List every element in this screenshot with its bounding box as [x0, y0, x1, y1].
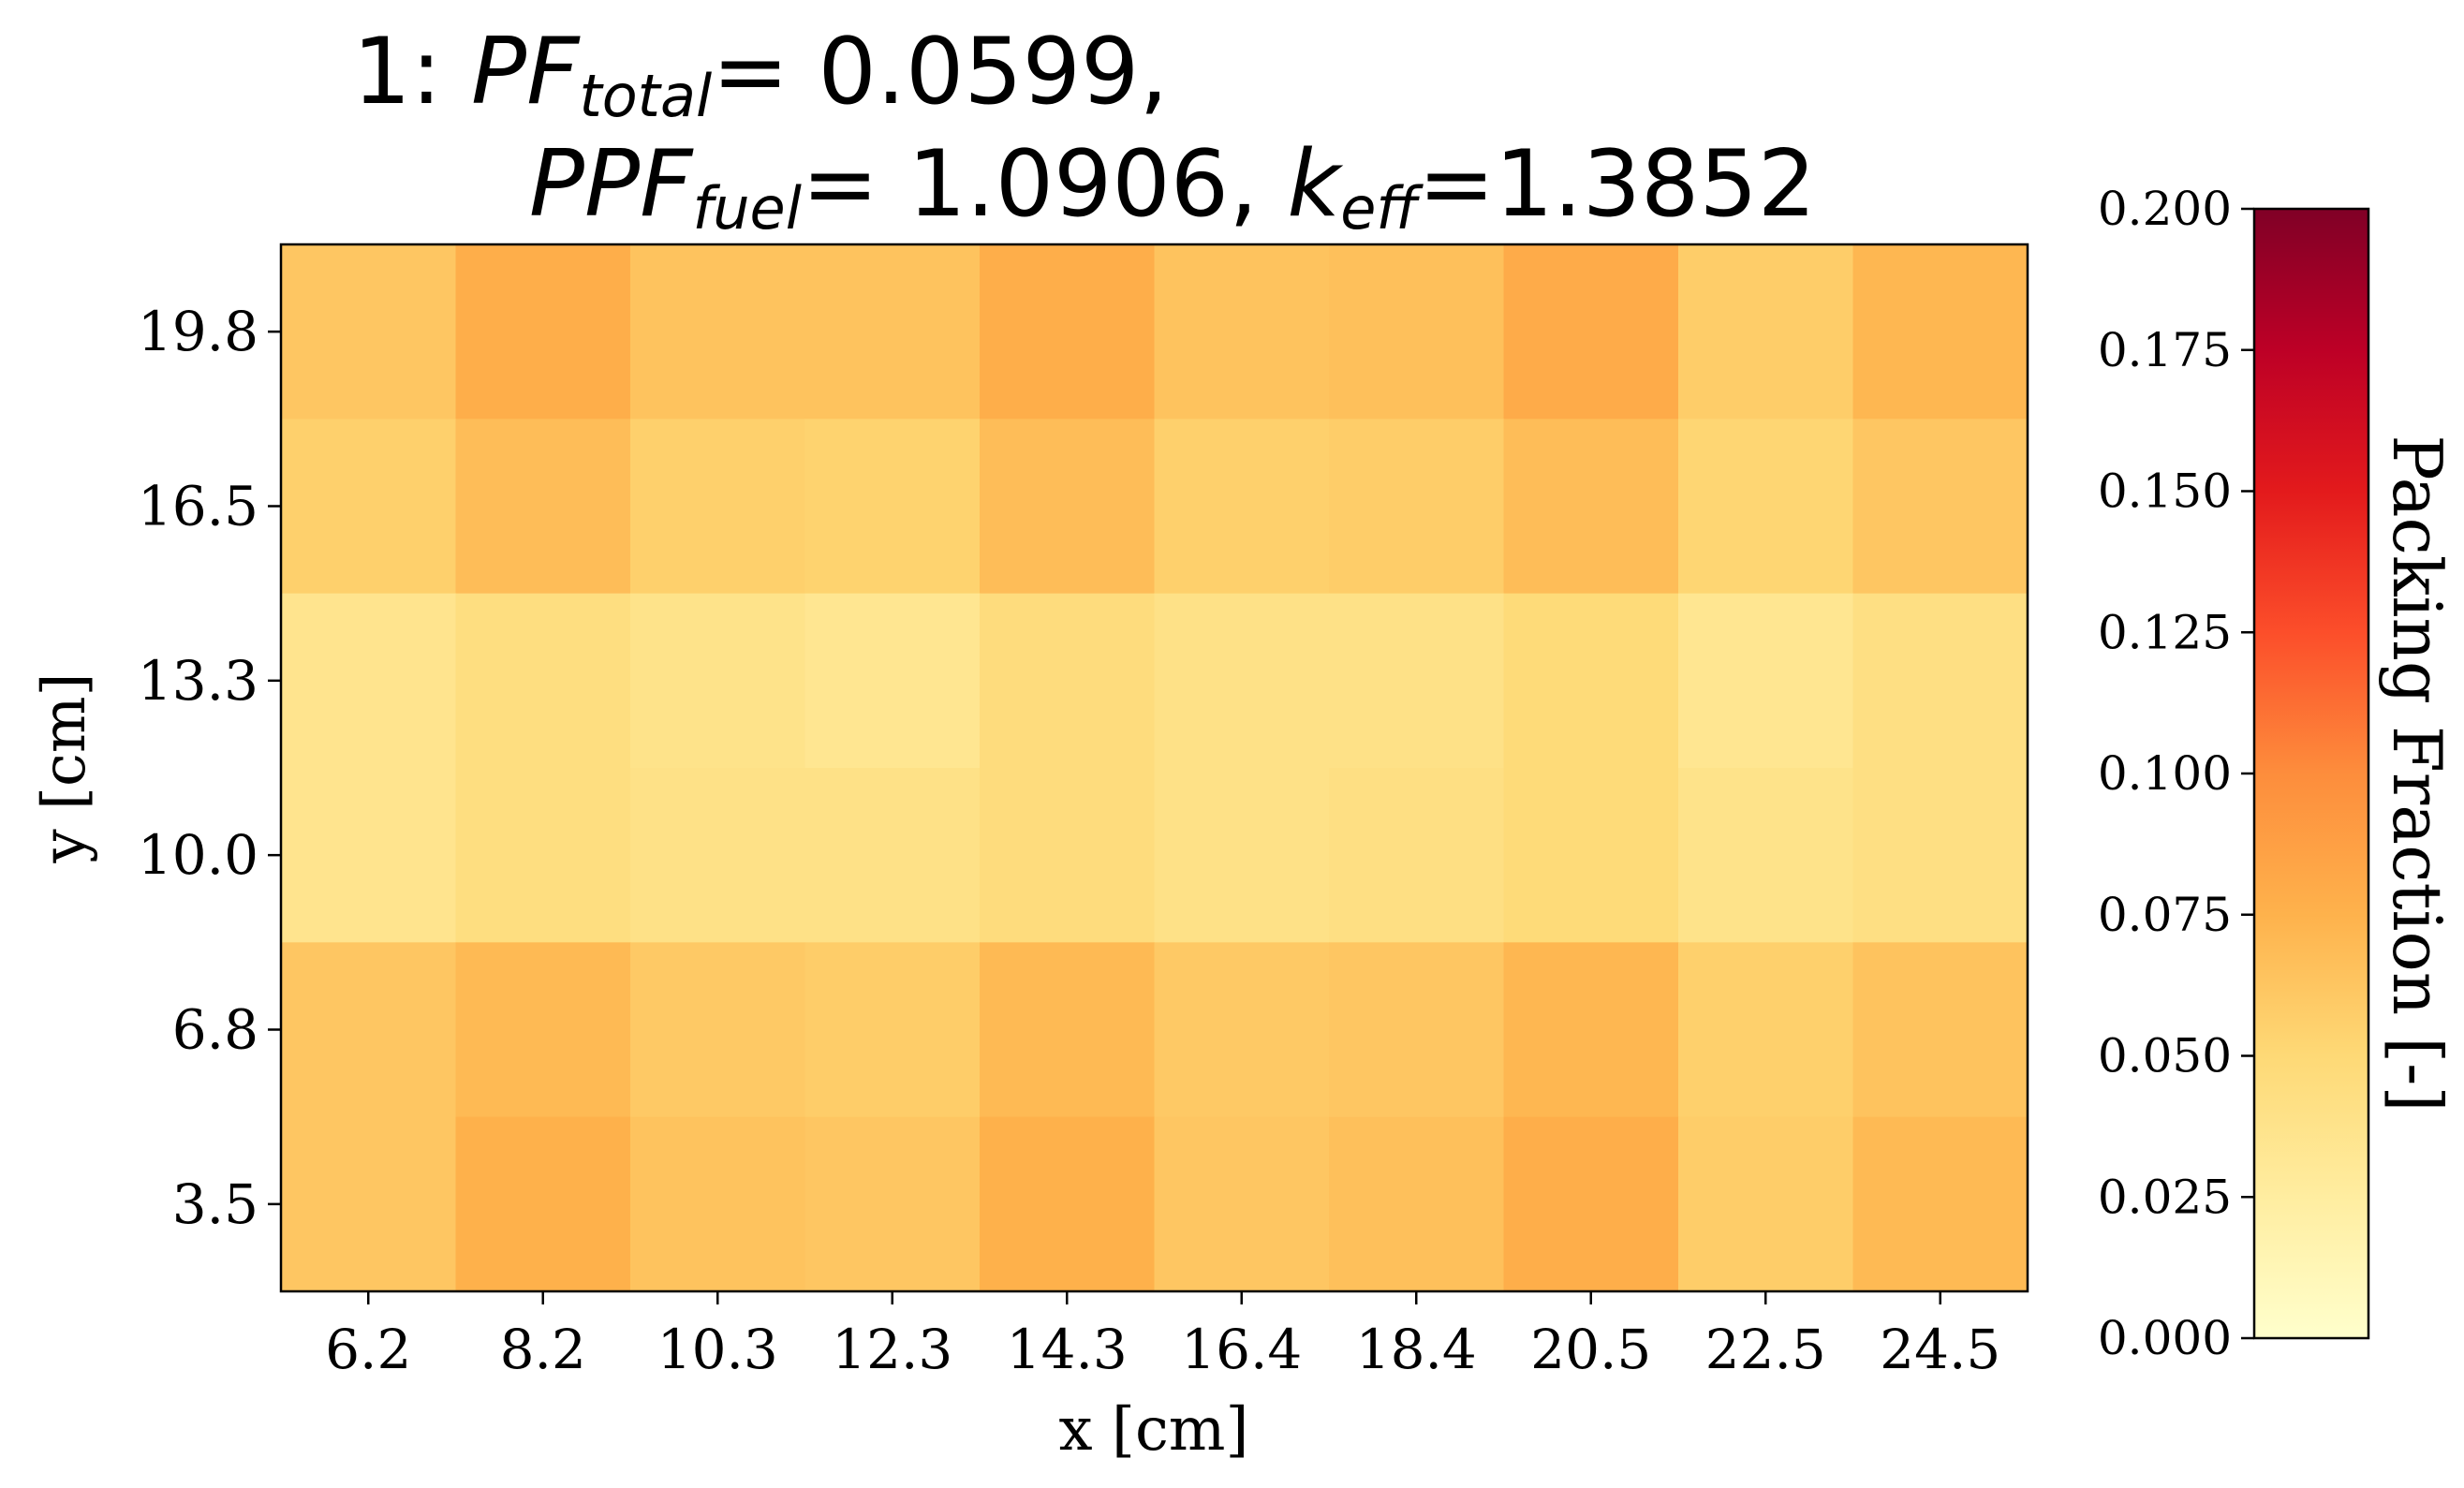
heatmap-cell — [455, 768, 631, 943]
heatmap-cell — [455, 593, 631, 769]
y-tick-label: 6.8 — [172, 998, 258, 1062]
heatmap-cell — [1503, 768, 1679, 943]
x-tick-label: 20.5 — [1530, 1318, 1651, 1381]
heatmap-cell — [1678, 244, 1854, 420]
plot-frame — [279, 243, 2029, 1293]
heatmap-cell — [1852, 419, 2029, 595]
x-tick-label: 24.5 — [1880, 1318, 2000, 1381]
heatmap-cell — [630, 942, 806, 1118]
heatmap-cell — [1852, 768, 2029, 943]
heatmap-cell — [1678, 768, 1854, 943]
x-tick-label: 22.5 — [1705, 1318, 1826, 1381]
y-tick-label: 19.8 — [138, 300, 258, 363]
heatmap-cell — [980, 1116, 1156, 1292]
heatmap-cell — [980, 419, 1156, 595]
x-tick-label: 16.4 — [1181, 1318, 1302, 1381]
x-tick-label: 12.3 — [832, 1318, 952, 1381]
heatmap-cell — [1503, 1116, 1679, 1292]
heatmap-cell — [1503, 419, 1679, 595]
y-tick-label: 16.5 — [138, 475, 258, 538]
heatmap-cell — [1329, 1116, 1505, 1292]
colorbar-tick-label: 0.200 — [2098, 182, 2232, 236]
heatmap-cell — [455, 419, 631, 595]
heatmap-cell — [1852, 244, 2029, 420]
y-tick-label: 13.3 — [138, 649, 258, 713]
heatmap-cell — [1503, 942, 1679, 1118]
colorbar-tick-label: 0.075 — [2098, 888, 2232, 942]
heatmap-cell — [1503, 244, 1679, 420]
chart-title-line2: PPFfuel= 1.0906, keff=1.3852 — [529, 131, 1816, 243]
heatmap-cell — [1503, 593, 1679, 769]
heatmap-cell — [1154, 244, 1330, 420]
y-tick-label: 10.0 — [138, 823, 258, 887]
heatmap-cell — [804, 1116, 981, 1292]
heatmap-cell — [804, 593, 981, 769]
colorbar-tick-label: 0.175 — [2098, 323, 2232, 377]
colorbar-tick-label: 0.100 — [2098, 746, 2232, 801]
heatmap-cell — [630, 419, 806, 595]
x-axis-ticks: 6.2 8.2 10.3 12.3 14.3 16.4 18.4 20.5 22.5 24.5 — [325, 1291, 2000, 1381]
y-tick-label: 3.5 — [172, 1172, 258, 1236]
heatmap-cell — [1154, 768, 1330, 943]
heatmap-cell — [630, 1116, 806, 1292]
colorbar — [2252, 207, 2370, 1340]
heatmap-cell — [1154, 942, 1330, 1118]
heatmap-cell — [980, 244, 1156, 420]
colorbar-tick-label: 0.000 — [2098, 1311, 2232, 1365]
heatmap-cell — [1329, 419, 1505, 595]
heatmap-cell — [1678, 942, 1854, 1118]
x-tick-label: 14.3 — [1007, 1318, 1128, 1381]
heatmap-cell — [804, 942, 981, 1118]
heatmap-cell — [281, 768, 457, 943]
heatmap-cell — [980, 942, 1156, 1118]
heatmap-cell — [281, 1116, 457, 1292]
heatmap-cell — [1329, 593, 1505, 769]
heatmap-cell — [1329, 768, 1505, 943]
heatmap-cell — [281, 593, 457, 769]
heatmap-cell — [1678, 1116, 1854, 1292]
heatmap-cell — [1154, 1116, 1330, 1292]
heatmap-cell — [281, 244, 457, 420]
heatmap-cell — [1852, 942, 2029, 1118]
heatmap-cell — [1154, 419, 1330, 595]
colorbar-tick-label: 0.050 — [2098, 1029, 2232, 1083]
x-tick-label: 6.2 — [325, 1318, 411, 1381]
x-tick-label: 8.2 — [500, 1318, 586, 1381]
heatmap-cell — [804, 768, 981, 943]
colorbar-tick-label: 0.125 — [2098, 605, 2232, 659]
heatmap-cell — [1678, 593, 1854, 769]
colorbar-tick-label: 0.025 — [2098, 1170, 2232, 1224]
heatmap-cell — [281, 419, 457, 595]
colorbar-ticks: 0.000 0.025 0.050 0.075 0.100 0.125 0.150 0.175… — [2098, 182, 2254, 1365]
heatmap-cell — [1678, 419, 1854, 595]
heatmap-cell — [455, 244, 631, 420]
heatmap-cell — [1852, 593, 2029, 769]
x-tick-label: 10.3 — [657, 1318, 778, 1381]
x-tick-label: 18.4 — [1356, 1318, 1477, 1381]
heatmap-cell — [455, 942, 631, 1118]
heatmap-cell — [1329, 942, 1505, 1118]
chart-title-line1: 1: PFtotal= 0.0599, — [352, 19, 1168, 130]
x-axis-label: x [cm] — [1059, 1395, 1249, 1465]
heatmap-cell — [804, 244, 981, 420]
heatmap-cell — [1154, 593, 1330, 769]
heatmap-cell — [804, 419, 981, 595]
heatmap-cell — [1852, 1116, 2029, 1292]
y-axis-label: y [cm] — [30, 673, 99, 864]
heatmap-cells — [281, 244, 2029, 1292]
colorbar-label: Packing Fraction [-] — [2378, 435, 2457, 1112]
heatmap-cell — [630, 768, 806, 943]
heatmap-cell — [455, 1116, 631, 1292]
heatmap-cell — [980, 593, 1156, 769]
colorbar-tick-label: 0.150 — [2098, 464, 2232, 519]
heatmap-cell — [630, 244, 806, 420]
heatmap-cell — [1329, 244, 1505, 420]
heatmap-cell — [630, 593, 806, 769]
heatmap-cell — [980, 768, 1156, 943]
heatmap-cell — [281, 942, 457, 1118]
y-axis-ticks: 19.8 16.5 13.3 10.0 6.8 3.5 — [138, 300, 281, 1236]
